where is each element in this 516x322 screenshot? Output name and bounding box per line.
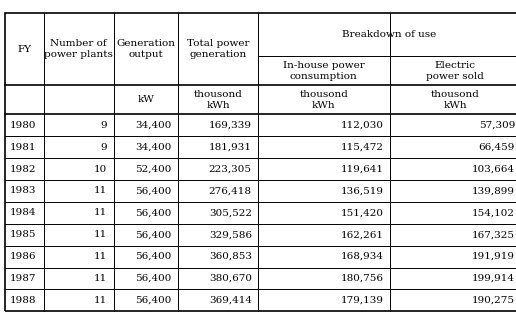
Text: Breakdown of use: Breakdown of use [343,30,437,39]
Text: thousond
kWh: thousond kWh [299,90,348,109]
Text: 56,400: 56,400 [136,296,172,305]
Text: 168,934: 168,934 [341,252,383,261]
Text: 1985: 1985 [9,230,36,239]
Text: 57,309: 57,309 [479,121,515,130]
Text: 56,400: 56,400 [136,230,172,239]
Text: 1980: 1980 [9,121,36,130]
Text: 52,400: 52,400 [136,165,172,174]
Text: 180,756: 180,756 [341,274,383,283]
Text: 190,275: 190,275 [472,296,515,305]
Text: Number of
power plants: Number of power plants [44,39,113,59]
Text: In-house power
consumption: In-house power consumption [283,61,365,80]
Text: 56,400: 56,400 [136,208,172,217]
Text: thousond
kWh: thousond kWh [431,90,480,109]
Text: thousond
kWh: thousond kWh [194,90,243,109]
Text: 329,586: 329,586 [209,230,252,239]
Text: 11: 11 [94,208,107,217]
Text: 151,420: 151,420 [341,208,383,217]
Text: 11: 11 [94,186,107,195]
Text: 119,641: 119,641 [341,165,383,174]
Text: 56,400: 56,400 [136,252,172,261]
Text: 1981: 1981 [9,143,36,152]
Text: 191,919: 191,919 [472,252,515,261]
Text: 11: 11 [94,252,107,261]
Text: 103,664: 103,664 [472,165,515,174]
Text: 169,339: 169,339 [209,121,252,130]
Text: 115,472: 115,472 [341,143,383,152]
Text: 56,400: 56,400 [136,186,172,195]
Text: 179,139: 179,139 [341,296,383,305]
Text: 9: 9 [101,121,107,130]
Text: 1982: 1982 [9,165,36,174]
Text: Generation
output: Generation output [116,39,175,59]
Text: 380,670: 380,670 [209,274,252,283]
Text: 139,899: 139,899 [472,186,515,195]
Text: 34,400: 34,400 [136,121,172,130]
Text: 136,519: 136,519 [341,186,383,195]
Text: 181,931: 181,931 [209,143,252,152]
Text: 1988: 1988 [9,296,36,305]
Text: 1986: 1986 [9,252,36,261]
Text: 305,522: 305,522 [209,208,252,217]
Text: 162,261: 162,261 [341,230,383,239]
Text: 276,418: 276,418 [209,186,252,195]
Text: 11: 11 [94,296,107,305]
Text: 66,459: 66,459 [479,143,515,152]
Text: Total power
generation: Total power generation [187,39,249,59]
Text: Electric
power sold: Electric power sold [426,61,485,80]
Text: 1987: 1987 [9,274,36,283]
Text: 199,914: 199,914 [472,274,515,283]
Text: 1984: 1984 [9,208,36,217]
Text: 9: 9 [101,143,107,152]
Text: 10: 10 [94,165,107,174]
Text: 360,853: 360,853 [209,252,252,261]
Text: 154,102: 154,102 [472,208,515,217]
Text: 11: 11 [94,230,107,239]
Text: 11: 11 [94,274,107,283]
Text: 369,414: 369,414 [209,296,252,305]
Text: 223,305: 223,305 [209,165,252,174]
Text: 56,400: 56,400 [136,274,172,283]
Text: 112,030: 112,030 [341,121,383,130]
Text: 34,400: 34,400 [136,143,172,152]
Text: kW: kW [137,95,154,104]
Text: 167,325: 167,325 [472,230,515,239]
Text: FY: FY [18,45,31,53]
Text: 1983: 1983 [9,186,36,195]
